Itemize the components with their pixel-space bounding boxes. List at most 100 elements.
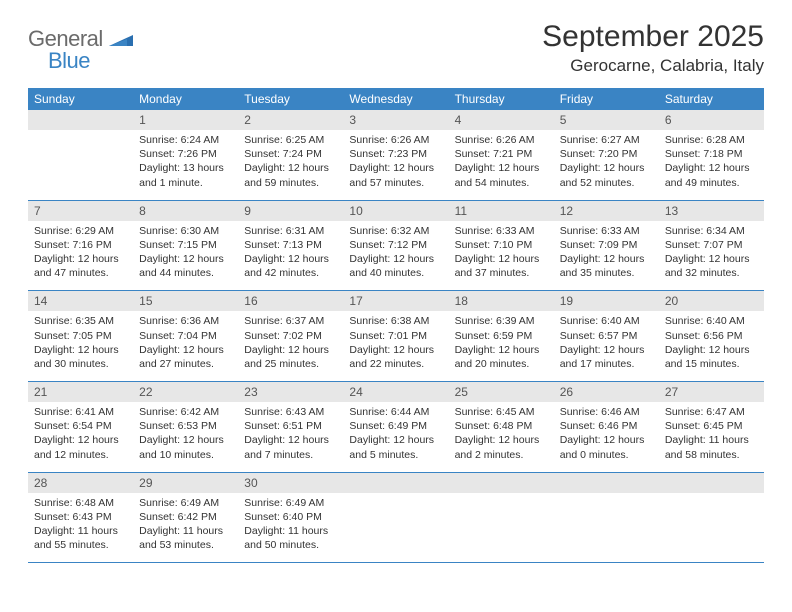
day-number: 27 [659, 382, 764, 402]
header: General Blue September 2025 Gerocarne, C… [28, 20, 764, 76]
day-number: 15 [133, 291, 238, 311]
daylight-text: Daylight: 12 hours and 57 minutes. [349, 161, 442, 189]
daylight-text: Daylight: 12 hours and 22 minutes. [349, 343, 442, 371]
day-number-row: 14151617181920 [28, 291, 764, 312]
day-content: Sunrise: 6:47 AMSunset: 6:45 PMDaylight:… [659, 402, 764, 472]
day-number: 8 [133, 201, 238, 221]
day-number: 21 [28, 382, 133, 402]
sunrise-text: Sunrise: 6:28 AM [665, 133, 758, 147]
logo: General Blue [28, 26, 133, 74]
day-number: 26 [554, 382, 659, 402]
day-number: 29 [133, 473, 238, 493]
day-number: 18 [449, 291, 554, 311]
day-number: 1 [133, 110, 238, 130]
weekday-header: Sunday [28, 88, 133, 110]
logo-blue-text: Blue [48, 48, 133, 74]
day-number: 14 [28, 291, 133, 311]
daylight-text: Daylight: 12 hours and 59 minutes. [244, 161, 337, 189]
day-content: Sunrise: 6:25 AMSunset: 7:24 PMDaylight:… [238, 130, 343, 200]
sunrise-text: Sunrise: 6:49 AM [139, 496, 232, 510]
weekday-header: Saturday [659, 88, 764, 110]
sunset-text: Sunset: 6:56 PM [665, 329, 758, 343]
day-content: Sunrise: 6:35 AMSunset: 7:05 PMDaylight:… [28, 311, 133, 381]
sunrise-text: Sunrise: 6:38 AM [349, 314, 442, 328]
day-number: 23 [238, 382, 343, 402]
sunset-text: Sunset: 6:40 PM [244, 510, 337, 524]
daylight-text: Daylight: 12 hours and 15 minutes. [665, 343, 758, 371]
sunset-text: Sunset: 7:24 PM [244, 147, 337, 161]
sunrise-text: Sunrise: 6:33 AM [560, 224, 653, 238]
sunrise-text: Sunrise: 6:32 AM [349, 224, 442, 238]
calendar-table: Sunday Monday Tuesday Wednesday Thursday… [28, 88, 764, 563]
sunset-text: Sunset: 7:26 PM [139, 147, 232, 161]
sunrise-text: Sunrise: 6:30 AM [139, 224, 232, 238]
day-number-row: 21222324252627 [28, 382, 764, 403]
weekday-header-row: Sunday Monday Tuesday Wednesday Thursday… [28, 88, 764, 110]
day-number: 11 [449, 201, 554, 221]
day-content: Sunrise: 6:33 AMSunset: 7:09 PMDaylight:… [554, 221, 659, 291]
daylight-text: Daylight: 11 hours and 53 minutes. [139, 524, 232, 552]
daylight-text: Daylight: 11 hours and 50 minutes. [244, 524, 337, 552]
day-number: 5 [554, 110, 659, 130]
day-content: Sunrise: 6:36 AMSunset: 7:04 PMDaylight:… [133, 311, 238, 381]
sunrise-text: Sunrise: 6:45 AM [455, 405, 548, 419]
sunrise-text: Sunrise: 6:25 AM [244, 133, 337, 147]
sunset-text: Sunset: 6:49 PM [349, 419, 442, 433]
day-number: 20 [659, 291, 764, 311]
daylight-text: Daylight: 12 hours and 5 minutes. [349, 433, 442, 461]
weekday-header: Wednesday [343, 88, 448, 110]
sunrise-text: Sunrise: 6:26 AM [455, 133, 548, 147]
sunset-text: Sunset: 7:01 PM [349, 329, 442, 343]
day-content: Sunrise: 6:44 AMSunset: 6:49 PMDaylight:… [343, 402, 448, 472]
sunset-text: Sunset: 6:54 PM [34, 419, 127, 433]
sunset-text: Sunset: 7:05 PM [34, 329, 127, 343]
day-number: 25 [449, 382, 554, 402]
day-content: Sunrise: 6:31 AMSunset: 7:13 PMDaylight:… [238, 221, 343, 291]
sunset-text: Sunset: 7:16 PM [34, 238, 127, 252]
day-number: 7 [28, 201, 133, 221]
daylight-text: Daylight: 12 hours and 49 minutes. [665, 161, 758, 189]
sunrise-text: Sunrise: 6:24 AM [139, 133, 232, 147]
sunrise-text: Sunrise: 6:46 AM [560, 405, 653, 419]
sunset-text: Sunset: 7:13 PM [244, 238, 337, 252]
sunrise-text: Sunrise: 6:27 AM [560, 133, 653, 147]
day-content: Sunrise: 6:33 AMSunset: 7:10 PMDaylight:… [449, 221, 554, 291]
sunset-text: Sunset: 6:43 PM [34, 510, 127, 524]
weekday-header: Thursday [449, 88, 554, 110]
day-number-row: 123456 [28, 110, 764, 130]
sunrise-text: Sunrise: 6:36 AM [139, 314, 232, 328]
day-content-row: Sunrise: 6:35 AMSunset: 7:05 PMDaylight:… [28, 311, 764, 381]
sunrise-text: Sunrise: 6:37 AM [244, 314, 337, 328]
daylight-text: Daylight: 12 hours and 27 minutes. [139, 343, 232, 371]
day-content: Sunrise: 6:34 AMSunset: 7:07 PMDaylight:… [659, 221, 764, 291]
sunrise-text: Sunrise: 6:40 AM [560, 314, 653, 328]
day-content: Sunrise: 6:46 AMSunset: 6:46 PMDaylight:… [554, 402, 659, 472]
day-content: Sunrise: 6:26 AMSunset: 7:23 PMDaylight:… [343, 130, 448, 200]
day-number: 28 [28, 473, 133, 493]
sunset-text: Sunset: 7:10 PM [455, 238, 548, 252]
daylight-text: Daylight: 12 hours and 30 minutes. [34, 343, 127, 371]
day-content: Sunrise: 6:49 AMSunset: 6:42 PMDaylight:… [133, 493, 238, 563]
sunset-text: Sunset: 7:09 PM [560, 238, 653, 252]
day-number: 17 [343, 291, 448, 311]
sunrise-text: Sunrise: 6:39 AM [455, 314, 548, 328]
day-content: Sunrise: 6:40 AMSunset: 6:57 PMDaylight:… [554, 311, 659, 381]
day-number: 10 [343, 201, 448, 221]
day-content: Sunrise: 6:27 AMSunset: 7:20 PMDaylight:… [554, 130, 659, 200]
day-content-row: Sunrise: 6:29 AMSunset: 7:16 PMDaylight:… [28, 221, 764, 291]
sunrise-text: Sunrise: 6:29 AM [34, 224, 127, 238]
sunset-text: Sunset: 6:53 PM [139, 419, 232, 433]
sunset-text: Sunset: 6:51 PM [244, 419, 337, 433]
day-content-row: Sunrise: 6:24 AMSunset: 7:26 PM Daylight:… [28, 130, 764, 200]
location-text: Gerocarne, Calabria, Italy [542, 56, 764, 76]
sunset-text: Sunset: 7:07 PM [665, 238, 758, 252]
day-number: 12 [554, 201, 659, 221]
sunrise-text: Sunrise: 6:44 AM [349, 405, 442, 419]
day-number: 22 [133, 382, 238, 402]
sunset-text: Sunset: 7:23 PM [349, 147, 442, 161]
sunset-text: Sunset: 7:21 PM [455, 147, 548, 161]
sunrise-text: Sunrise: 6:48 AM [34, 496, 127, 510]
sunset-text: Sunset: 7:04 PM [139, 329, 232, 343]
sunset-text: Sunset: 7:18 PM [665, 147, 758, 161]
day-content: Sunrise: 6:45 AMSunset: 6:48 PMDaylight:… [449, 402, 554, 472]
